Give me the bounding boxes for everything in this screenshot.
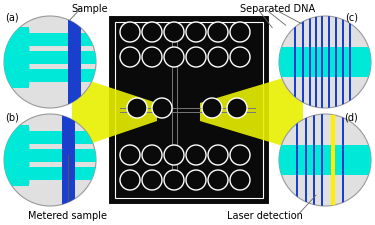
Bar: [349, 16, 351, 108]
Bar: [296, 114, 298, 206]
Bar: [68, 16, 81, 108]
Bar: [4, 45, 29, 70]
Bar: [115, 22, 263, 198]
Text: (d): (d): [344, 112, 358, 122]
Wedge shape: [19, 29, 29, 50]
Circle shape: [164, 47, 184, 67]
Circle shape: [279, 114, 371, 206]
Circle shape: [142, 145, 162, 165]
Circle shape: [120, 22, 140, 42]
Circle shape: [186, 170, 206, 190]
Circle shape: [142, 170, 162, 190]
Circle shape: [230, 145, 250, 165]
Bar: [328, 16, 330, 108]
Bar: [4, 161, 29, 186]
Circle shape: [127, 98, 147, 118]
Polygon shape: [200, 72, 303, 152]
Circle shape: [202, 98, 222, 118]
Circle shape: [4, 16, 96, 108]
Bar: [331, 114, 333, 206]
Bar: [315, 16, 317, 108]
Circle shape: [164, 145, 184, 165]
Wedge shape: [19, 47, 29, 68]
Wedge shape: [19, 163, 29, 184]
Bar: [68, 155, 69, 206]
Bar: [330, 114, 334, 206]
Text: Separated DNA: Separated DNA: [240, 4, 316, 14]
Circle shape: [230, 22, 250, 42]
Bar: [294, 16, 296, 108]
Circle shape: [164, 170, 184, 190]
Bar: [108, 15, 270, 205]
Bar: [4, 125, 29, 150]
Bar: [279, 145, 371, 175]
Bar: [4, 69, 96, 82]
Bar: [279, 47, 371, 77]
Text: (c): (c): [345, 12, 358, 22]
Text: Metered sample: Metered sample: [28, 211, 108, 221]
Bar: [309, 16, 311, 108]
Text: (b): (b): [5, 112, 19, 122]
Circle shape: [152, 98, 172, 118]
Bar: [313, 114, 315, 206]
Circle shape: [164, 22, 184, 42]
Bar: [4, 131, 96, 144]
Bar: [4, 51, 96, 64]
Wedge shape: [19, 145, 29, 166]
Bar: [321, 114, 323, 206]
Circle shape: [227, 98, 247, 118]
Bar: [335, 16, 337, 108]
Bar: [4, 33, 96, 46]
Circle shape: [120, 47, 140, 67]
Bar: [4, 63, 29, 88]
Bar: [302, 16, 304, 108]
Circle shape: [120, 170, 140, 190]
Circle shape: [230, 47, 250, 67]
Bar: [62, 114, 75, 206]
Circle shape: [186, 47, 206, 67]
Text: (a): (a): [5, 12, 19, 22]
Wedge shape: [19, 65, 29, 86]
Bar: [4, 27, 29, 52]
Text: Sample: Sample: [72, 4, 108, 14]
Circle shape: [208, 22, 228, 42]
Circle shape: [279, 16, 371, 108]
Circle shape: [142, 47, 162, 67]
Circle shape: [186, 22, 206, 42]
Circle shape: [208, 170, 228, 190]
Bar: [342, 16, 344, 108]
Circle shape: [208, 145, 228, 165]
Circle shape: [142, 22, 162, 42]
Bar: [342, 114, 344, 206]
Text: Laser detection: Laser detection: [227, 211, 303, 221]
Circle shape: [4, 114, 96, 206]
Circle shape: [230, 170, 250, 190]
Bar: [321, 16, 323, 108]
Circle shape: [186, 145, 206, 165]
Circle shape: [120, 145, 140, 165]
Bar: [4, 143, 29, 168]
Bar: [4, 149, 96, 162]
Wedge shape: [19, 127, 29, 148]
Circle shape: [208, 47, 228, 67]
Polygon shape: [72, 75, 157, 150]
Bar: [305, 114, 307, 206]
Bar: [4, 167, 96, 180]
